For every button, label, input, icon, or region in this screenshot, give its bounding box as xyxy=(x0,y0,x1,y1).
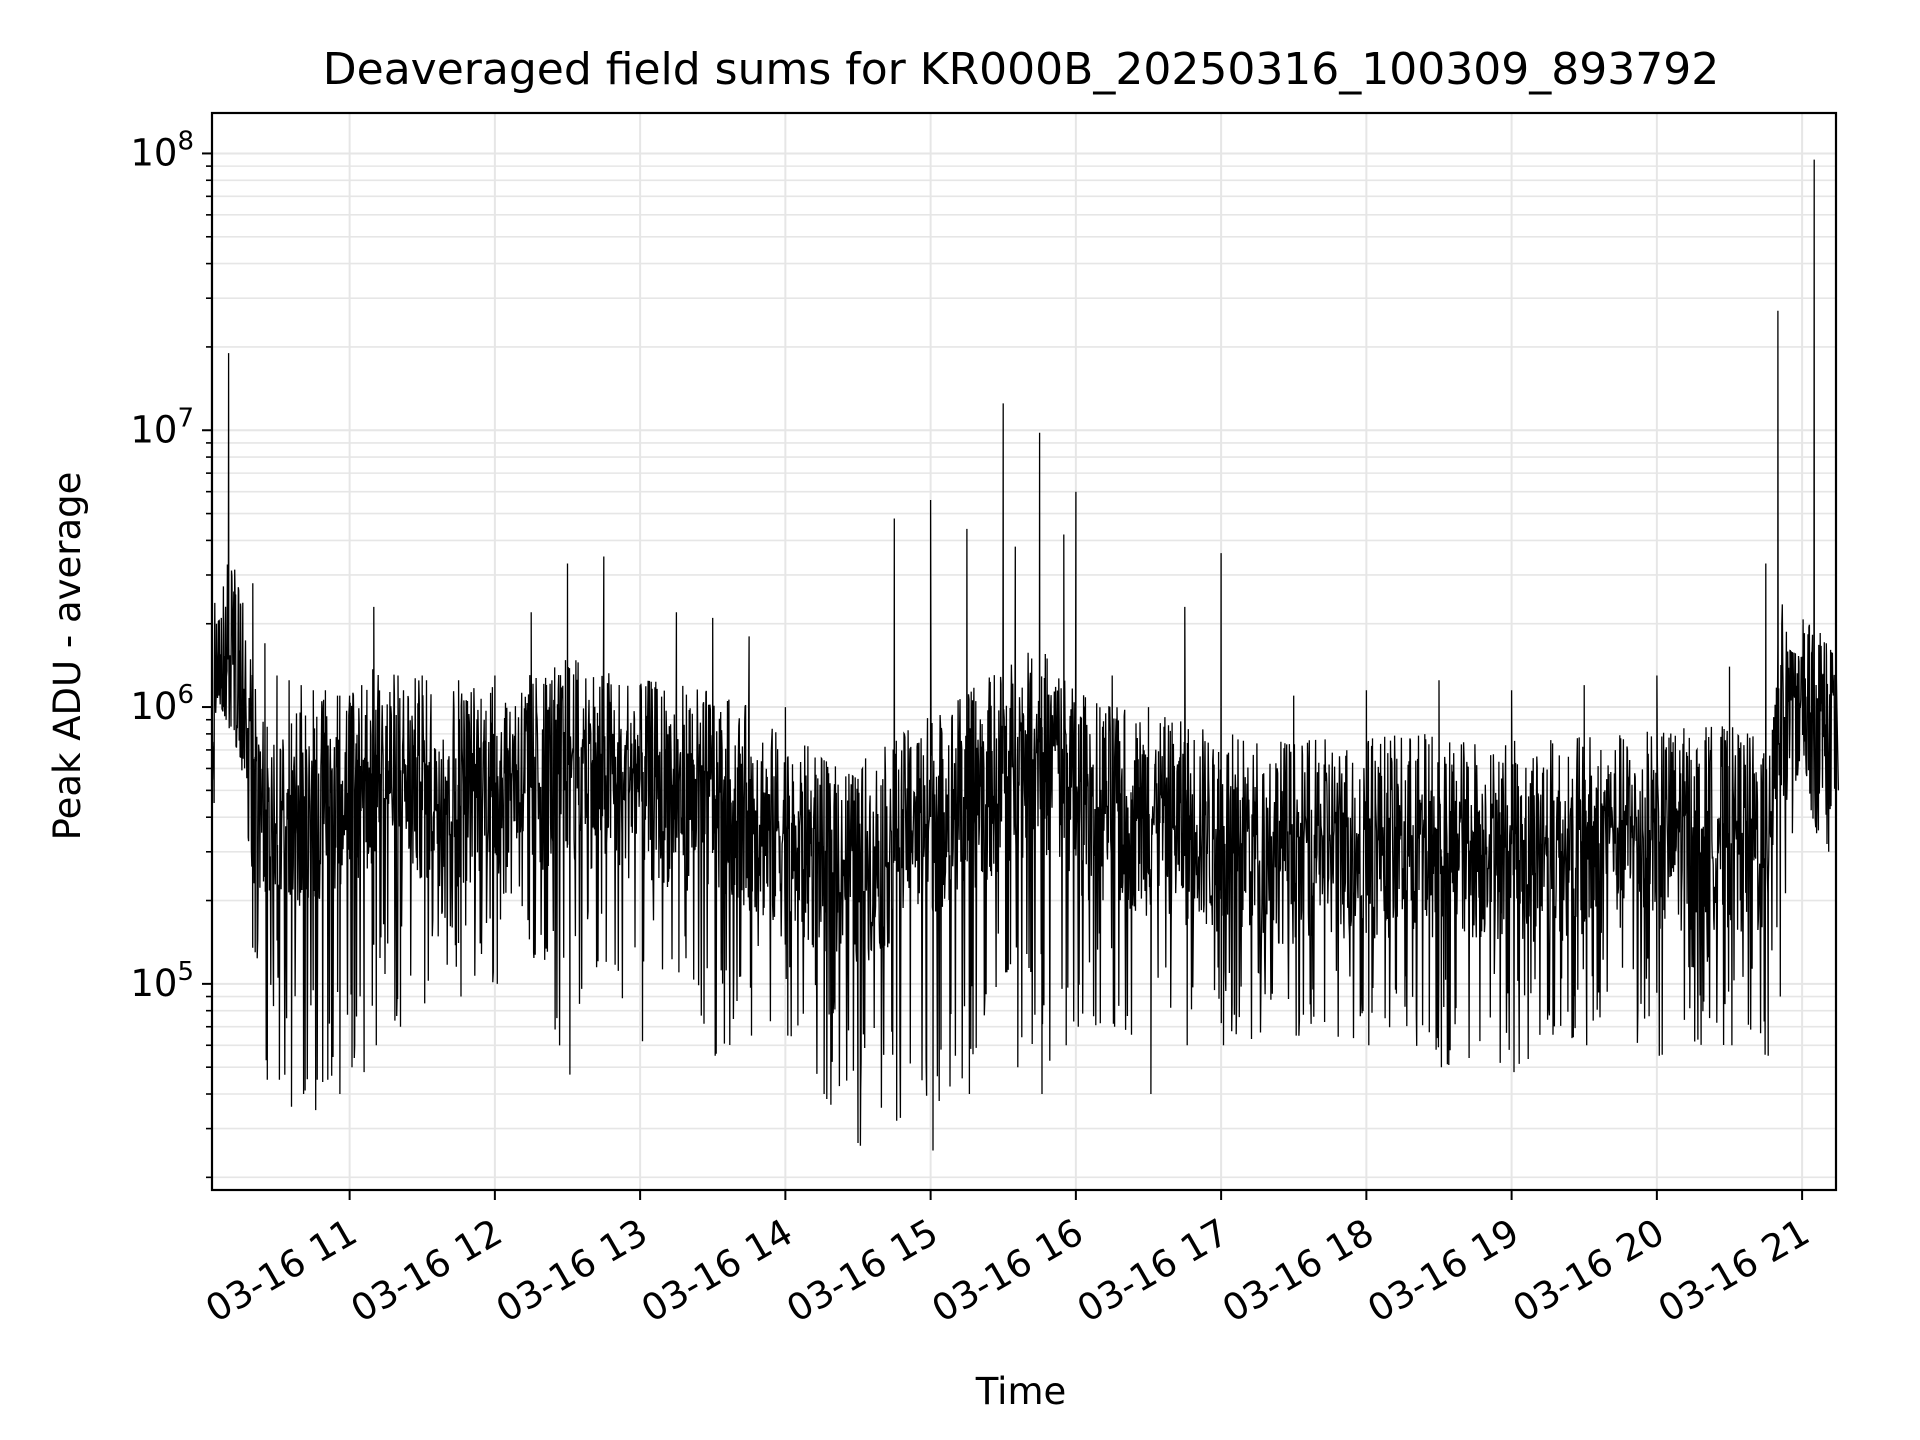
y-tick-label: 106 xyxy=(130,680,194,728)
y-tick-label-exponent: 8 xyxy=(177,126,194,156)
y-tick-label-exponent: 5 xyxy=(177,957,194,987)
plot-area-frame xyxy=(210,111,1838,1192)
y-tick-label: 107 xyxy=(130,403,194,451)
y-tick-label: 105 xyxy=(130,957,194,1005)
y-tick-label-base: 10 xyxy=(130,408,177,451)
data-layer xyxy=(210,159,1840,1151)
y-tick-label-exponent: 7 xyxy=(177,403,194,433)
data-series-line xyxy=(210,159,1840,1151)
y-axis-label: Peak ADU - average xyxy=(46,472,89,841)
y-tick-label-exponent: 6 xyxy=(177,680,194,710)
x-axis-label: Time xyxy=(975,1370,1067,1413)
y-tick-label-base: 10 xyxy=(130,685,177,728)
chart-title: Deaveraged field sums for KR000B_2025031… xyxy=(323,44,1719,95)
y-tick-label-base: 10 xyxy=(130,962,177,1005)
y-tick-label: 108 xyxy=(130,126,194,174)
y-tick-label-base: 10 xyxy=(130,131,177,174)
